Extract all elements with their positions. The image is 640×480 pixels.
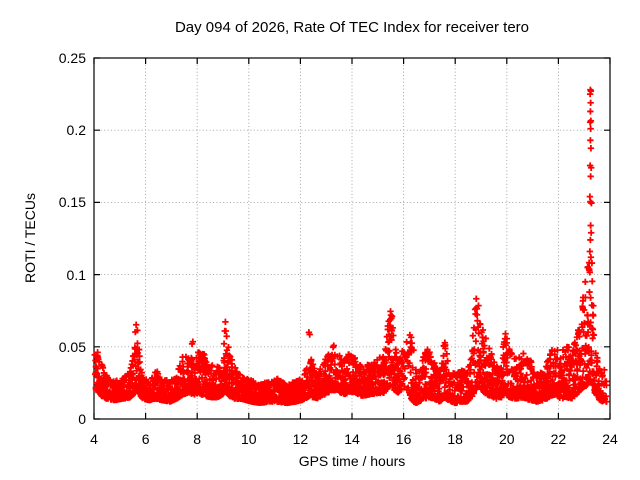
- x-tick-label: 4: [90, 431, 98, 447]
- y-tick-label: 0.15: [58, 194, 86, 211]
- y-tick-label: 0.05: [58, 338, 86, 355]
- y-tick-label: 0.2: [66, 122, 86, 139]
- x-tick-label: 8: [193, 431, 202, 447]
- y-tick-label: 0.1: [66, 266, 86, 283]
- x-tick-label: 12: [292, 431, 309, 447]
- y-tick-label: 0.25: [58, 50, 86, 66]
- x-tick-label: 6: [141, 431, 150, 447]
- x-tick-label: 16: [395, 431, 412, 447]
- y-tick-label: 0: [78, 411, 86, 427]
- x-axis-label: GPS time / hours: [298, 453, 406, 469]
- x-tick-label: 20: [499, 431, 515, 447]
- x-tick-label: 10: [241, 431, 257, 447]
- x-tick-label: 22: [550, 431, 567, 447]
- chart-title: Day 094 of 2026, Rate Of TEC Index for r…: [174, 19, 530, 36]
- x-tick-label: 14: [344, 431, 360, 447]
- x-tick-label: 18: [447, 431, 463, 447]
- x-tick-label: 24: [602, 431, 618, 447]
